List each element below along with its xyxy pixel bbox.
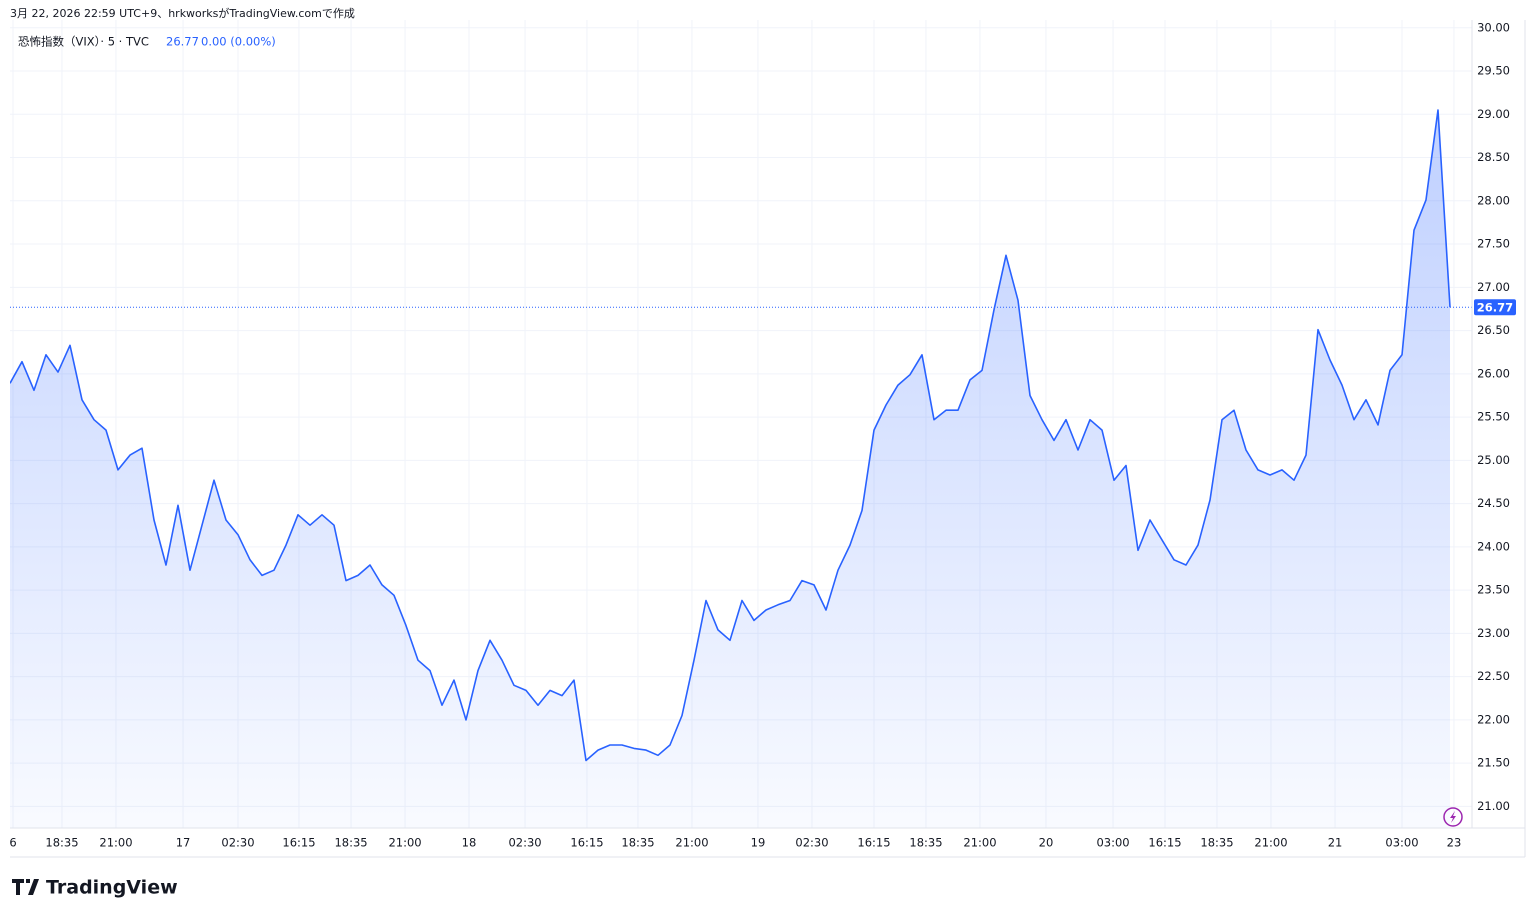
y-tick-label: 30.00 xyxy=(1477,20,1510,34)
x-tick-label: 02:30 xyxy=(508,836,541,850)
x-tick-label: 16:15 xyxy=(1148,836,1181,850)
x-tick-label: 18:35 xyxy=(334,836,367,850)
y-tick-label: 21.50 xyxy=(1477,756,1510,770)
x-tick-label: 21:00 xyxy=(1254,836,1287,850)
y-tick-label: 23.00 xyxy=(1477,626,1510,640)
icon-bolt xyxy=(1450,811,1456,823)
x-tick-label: 16:15 xyxy=(857,836,890,850)
x-tick-label: 16:15 xyxy=(570,836,603,850)
y-tick-label: 29.00 xyxy=(1477,107,1510,121)
x-tick-label: 03:00 xyxy=(1385,836,1418,850)
y-tick-label: 28.50 xyxy=(1477,150,1510,164)
x-tick-label: 18:35 xyxy=(45,836,78,850)
y-tick-label: 22.00 xyxy=(1477,712,1510,726)
last-price-label: 26.77 xyxy=(1477,301,1513,315)
y-tick-label: 25.50 xyxy=(1477,410,1510,424)
x-tick-label: 23 xyxy=(1447,836,1462,850)
legend-last: 26.77 xyxy=(166,35,199,49)
lightning-icon[interactable] xyxy=(1443,807,1463,827)
x-tick-label: 21:00 xyxy=(675,836,708,850)
x-tick-label: 02:30 xyxy=(795,836,828,850)
legend-symbol: 恐怖指数（VIX）· 5 · TVC xyxy=(18,35,149,49)
logo-icon xyxy=(12,879,39,895)
x-tick-label: 18:35 xyxy=(909,836,942,850)
y-tick-label: 24.00 xyxy=(1477,539,1510,553)
x-tick-label: 6 xyxy=(9,836,16,850)
x-tick-label: 18 xyxy=(462,836,477,850)
y-tick-label: 21.00 xyxy=(1477,799,1510,813)
x-tick-label: 21 xyxy=(1328,836,1343,850)
legend-change: 0.00 (0.00%) xyxy=(201,35,276,49)
y-tick-label: 22.50 xyxy=(1477,669,1510,683)
x-tick-label: 18:35 xyxy=(1200,836,1233,850)
y-tick-label: 24.50 xyxy=(1477,496,1510,510)
logo[interactable]: TradingView xyxy=(12,877,178,899)
y-tick-label: 23.50 xyxy=(1477,583,1510,597)
logo-text: TradingView xyxy=(46,877,178,899)
x-tick-label: 21:00 xyxy=(963,836,996,850)
x-tick-label: 16:15 xyxy=(282,836,315,850)
x-tick-label: 19 xyxy=(751,836,766,850)
y-tick-label: 27.50 xyxy=(1477,237,1510,251)
x-tick-label: 17 xyxy=(176,836,191,850)
area-fill xyxy=(10,110,1450,828)
caption: 3月 22, 2026 22:59 UTC+9、hrkworksがTrading… xyxy=(10,6,355,20)
x-tick-label: 02:30 xyxy=(221,836,254,850)
y-tick-label: 26.00 xyxy=(1477,366,1510,380)
x-tick-label: 21:00 xyxy=(388,836,421,850)
x-tick-label: 20 xyxy=(1039,836,1054,850)
y-tick-label: 29.50 xyxy=(1477,64,1510,78)
last-price-box xyxy=(1474,299,1516,316)
icon-circle xyxy=(1443,807,1463,827)
x-tick-label: 21:00 xyxy=(99,836,132,850)
y-tick-label: 26.50 xyxy=(1477,323,1510,337)
x-tick-label: 03:00 xyxy=(1096,836,1129,850)
y-tick-label: 25.00 xyxy=(1477,453,1510,467)
price-line xyxy=(10,109,1451,762)
x-tick-label: 18:35 xyxy=(621,836,654,850)
y-tick-label: 27.00 xyxy=(1477,280,1510,294)
y-tick-label: 28.00 xyxy=(1477,193,1510,207)
